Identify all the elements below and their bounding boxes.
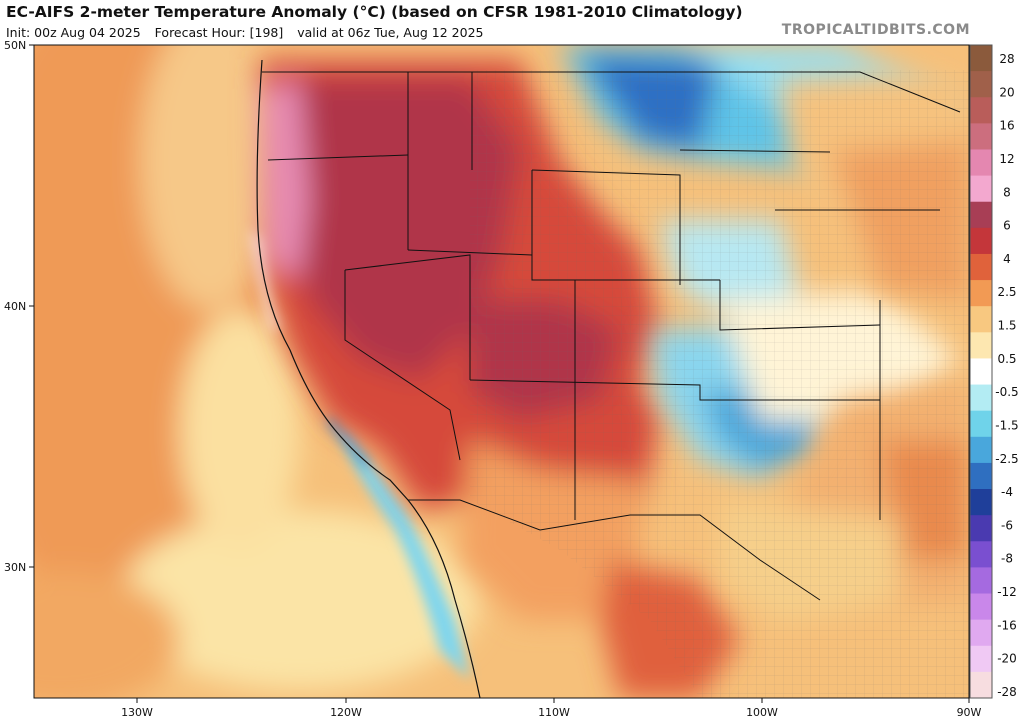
lon-label: 130W [121,706,153,718]
colorbar-swatch [970,253,992,281]
colorbar-swatch [970,332,992,359]
colorbar-swatch [970,384,992,412]
lon-axis: 130W 120W 110W 100W 90W [121,698,982,718]
colorbar-label: -8 [1001,552,1013,566]
colorbar-swatch [970,619,992,647]
colorbar-swatch [970,515,992,542]
colorbar-swatch [970,71,992,98]
init-time: Init: 00z Aug 04 2025 [6,25,141,40]
colorbar-swatch [970,541,992,568]
colorbar-label: 2.5 [997,285,1016,299]
colorbar-swatch [970,227,992,255]
lat-label: 50N [4,39,26,52]
lon-label: 110W [538,706,570,718]
lat-label: 40N [4,300,26,313]
colorbar-label: 4 [1003,252,1011,266]
colorbar-swatch [970,45,992,72]
colorbar-swatch [970,567,992,595]
colorbar-swatch [970,97,992,124]
colorbar-swatch [970,175,992,203]
colorbar-swatch [970,436,992,464]
colorbar-label: -16 [997,618,1017,632]
colorbar-label: -6 [1001,518,1013,532]
colorbar-label: 20 [999,85,1014,99]
colorbar-swatch [970,462,992,490]
valid-time: valid at 06z Tue, Aug 12 2025 [297,25,484,40]
colorbar-label: 16 [999,119,1014,133]
colorbar-swatch [970,149,992,177]
colorbar-label: 6 [1003,219,1011,233]
colorbar-swatch [970,645,992,673]
colorbar-label: 8 [1003,185,1011,199]
colorbar-frame [969,44,993,699]
colorbar-label: -28 [997,685,1017,699]
colorbar-label: -12 [997,585,1017,599]
map-field [34,45,969,698]
colorbar-swatch [970,358,992,386]
lat-label: 30N [4,561,26,574]
colorbar-swatch [970,280,992,307]
colorbar-label: 0.5 [997,352,1016,366]
site-watermark: TROPICALTIDBITS.COM [781,22,970,38]
colorbar-label: -0.5 [995,385,1018,399]
colorbar-label: 12 [999,152,1014,166]
colorbar-label: 1.5 [997,319,1016,333]
colorbar-swatch [970,201,992,229]
colorbar-label: -4 [1001,485,1013,499]
colorbar-label: -20 [997,652,1017,666]
colorbar-swatch [970,593,992,621]
colorbar-swatch [970,489,992,516]
colorbar: 28 20 16 12 8 6 4 2.5 1.5 0.5 -0.5 -1.5 -2.5 -4 -6 -8 -1… [969,44,1019,699]
colorbar-label: -1.5 [995,418,1018,432]
colorbar-swatch [970,306,992,333]
forecast-hour: Forecast Hour: [198] [154,25,284,40]
map-title: EC-AIFS 2-meter Temperature Anomaly (°C)… [6,3,743,21]
map-subtitle: Init: 00z Aug 04 2025 Forecast Hour: [19… [6,25,493,40]
colorbar-label: -2.5 [995,452,1018,466]
colorbar-swatch [970,671,992,699]
lon-label: 90W [957,706,982,718]
lat-axis: 50N 40N 30N [4,39,34,574]
lon-label: 120W [330,706,362,718]
colorbar-swatch [970,410,992,438]
colorbar-label: 28 [999,52,1014,66]
colorbar-swatch [970,123,992,150]
lon-label: 100W [746,706,778,718]
